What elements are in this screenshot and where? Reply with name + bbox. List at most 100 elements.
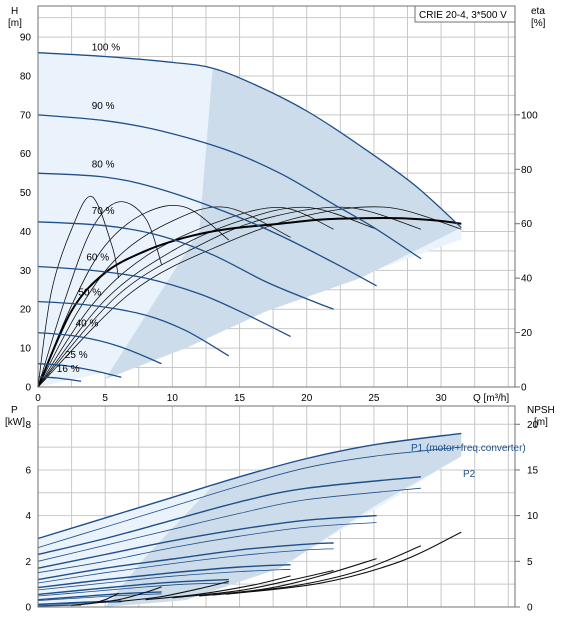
head-tick-label: 40	[20, 227, 32, 238]
x-tick-label: 25	[368, 393, 380, 404]
power-axis-title: P	[11, 405, 18, 416]
head-chart-frame	[37, 5, 516, 388]
head-tick-label: 30	[20, 266, 32, 277]
head-tick-label: 20	[20, 305, 32, 316]
x-tick-label: 30	[436, 393, 448, 404]
eta-tick-label: 20	[521, 328, 533, 339]
head-curve	[37, 363, 122, 378]
head-curve	[37, 221, 334, 310]
power-npsh-panel: 0 2 4 6 8 0 5 10 15 20 P [kW] NPSH [m] P1 (motor+…	[5, 405, 555, 614]
head-tick-label: 60	[20, 149, 32, 160]
efficiency-curve	[37, 206, 462, 388]
speed-label: 16 %	[57, 364, 80, 375]
npsh-tick-label: 10	[527, 511, 539, 522]
npsh-axis-title: NPSH	[527, 405, 555, 416]
x-tick-label: 0	[35, 393, 41, 404]
head-curve	[37, 331, 162, 365]
power-tick-label: 4	[25, 511, 31, 522]
pump-name-label: CRIE 20-4, 3*500 V	[419, 10, 507, 21]
head-chart-ticks: 0 5 10 15 20 25 30 0 10 20 30 40 50 60 70 80 90 0 20 40 60 80…	[20, 33, 538, 404]
npsh-curve	[226, 531, 462, 595]
speed-label: 70 %	[92, 206, 115, 217]
eta-tick-label: 100	[521, 110, 538, 121]
head-chart-area: 100 % 90 % 80 % 70 % 60 % 50 % 40 % 25 % 16 %	[37, 43, 462, 388]
eta-tick-label: 60	[521, 219, 533, 230]
p1-power-curve	[37, 578, 229, 596]
efficiency-envelope-curve	[37, 217, 462, 388]
p2-power-curve	[37, 548, 334, 584]
head-tick-label: 80	[20, 71, 32, 82]
speed-label: 25 %	[65, 350, 88, 361]
p2-curve-label: P2	[463, 469, 476, 480]
power-preferred-area	[105, 433, 462, 607]
power-axis-unit: [kW]	[5, 417, 25, 428]
power-tick-label: 0	[25, 603, 31, 614]
power-chart-ticks: 0 2 4 6 8 0 5 10 15 20	[25, 420, 538, 614]
npsh-curve	[71, 592, 119, 606]
eta-tick-label: 0	[521, 383, 527, 394]
eta-tick-label: 80	[521, 165, 533, 176]
speed-label: 50 %	[78, 288, 101, 299]
head-curve	[37, 376, 82, 382]
p2-power-curve	[37, 522, 377, 574]
npsh-curve	[172, 569, 334, 599]
x-tick-label: 15	[234, 393, 246, 404]
p1-power-curve	[37, 432, 462, 540]
p2-power-curve	[37, 593, 162, 601]
npsh-curve	[91, 586, 162, 604]
npsh-curve	[145, 575, 291, 601]
npsh-curve	[118, 580, 229, 603]
power-tick-label: 8	[25, 420, 31, 431]
head-curve	[37, 265, 291, 338]
npsh-tick-label: 5	[527, 557, 533, 568]
npsh-tick-label: 0	[527, 603, 533, 614]
p1-power-curve	[37, 514, 377, 569]
efficiency-curve	[37, 206, 377, 388]
npsh-axis-unit: [m]	[534, 417, 548, 428]
power-chart-frame	[37, 405, 516, 608]
head-tick-label: 0	[25, 383, 31, 394]
npsh-tick-label: 15	[527, 465, 539, 476]
p2-power-curve	[37, 568, 291, 591]
p1-power-curve	[37, 476, 421, 556]
p2-power-curve	[37, 487, 421, 562]
p1-curve-label: P1 (motor+freq.converter)	[411, 443, 526, 454]
p2-power-curve	[37, 582, 229, 597]
power-tick-label: 2	[25, 557, 31, 568]
p1-power-curve	[37, 564, 291, 589]
head-axis-title: H	[11, 6, 18, 17]
head-curve	[37, 300, 230, 357]
speed-label: 80 %	[92, 159, 115, 170]
x-tick-label: 5	[102, 393, 108, 404]
speed-label: 60 %	[86, 253, 109, 264]
efficiency-curve	[37, 205, 230, 388]
head-curve	[37, 52, 462, 229]
p1-power-curve	[37, 591, 162, 601]
p2-power-curve	[37, 446, 462, 548]
x-tick-label: 10	[167, 393, 179, 404]
eta-axis-title: eta	[531, 6, 545, 17]
speed-label: 90 %	[92, 101, 115, 112]
power-tick-label: 6	[25, 465, 31, 476]
power-chart-area	[37, 432, 462, 607]
head-tick-label: 50	[20, 188, 32, 199]
head-tick-label: 10	[20, 344, 32, 355]
efficiency-curve	[37, 206, 422, 388]
head-axis-unit: [m]	[8, 18, 22, 29]
flow-axis-title: Q [m³/h]	[473, 393, 509, 404]
npsh-tick-label: 20	[527, 420, 539, 431]
eta-tick-label: 40	[521, 274, 533, 285]
p1-power-curve	[37, 542, 334, 581]
speed-label: 100 %	[92, 43, 120, 54]
efficiency-curve	[37, 206, 291, 388]
pump-name-box	[414, 5, 516, 23]
p2-power-curve	[37, 601, 122, 606]
head-curve	[37, 114, 422, 260]
speed-label: 40 %	[76, 319, 99, 330]
efficiency-curve	[37, 201, 162, 388]
x-tick-label: 20	[301, 393, 313, 404]
eta-axis-unit: [%]	[531, 18, 546, 29]
head-curve	[37, 172, 377, 287]
efficiency-curve	[37, 196, 119, 388]
